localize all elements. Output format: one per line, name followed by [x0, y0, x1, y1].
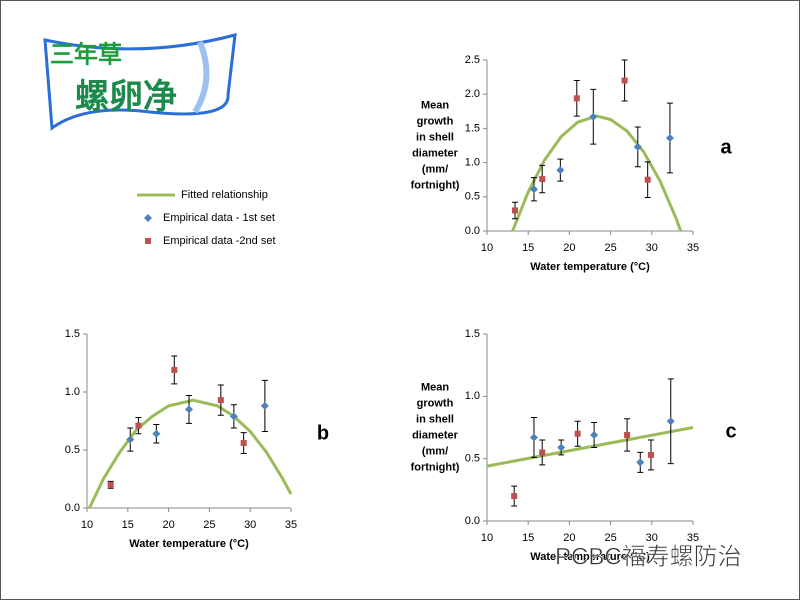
y-axis-label: diameter — [412, 147, 459, 159]
y-axis-label: diameter — [412, 429, 459, 441]
y-tick-label: 0.0 — [465, 225, 480, 237]
y-axis-label: fortnight) — [411, 461, 460, 473]
fitted-line — [486, 426, 694, 468]
x-tick-label: 20 — [563, 242, 575, 254]
logo-line1: 三年草 — [50, 40, 122, 68]
x-tick-label: 35 — [687, 532, 699, 544]
y-tick-label: 2.5 — [465, 54, 480, 66]
x-axis-label: Water temperature (°C) — [530, 261, 650, 273]
y-tick-label: 0.0 — [465, 515, 480, 527]
y-tick-label: 1.0 — [465, 390, 480, 402]
y-tick-label: 1.5 — [65, 328, 80, 340]
x-tick-label: 10 — [481, 532, 493, 544]
y-tick-label: 0.0 — [65, 502, 80, 514]
data-point — [512, 207, 519, 214]
legend-swatch — [145, 238, 151, 244]
logo-frame — [43, 32, 237, 131]
data-point — [539, 176, 546, 183]
y-axis-label: Mean — [421, 381, 449, 393]
data-point — [511, 493, 518, 500]
data-point — [107, 481, 114, 488]
y-tick-label: 1.0 — [65, 386, 80, 398]
data-point — [529, 433, 538, 442]
y-axis-label: growth — [417, 115, 454, 127]
x-tick-label: 30 — [244, 519, 256, 531]
x-axis-label: Water temperature (°C) — [530, 551, 650, 563]
x-tick-label: 25 — [203, 519, 215, 531]
legend-label: Empirical data - 1st set — [163, 212, 275, 224]
y-axis-label: in shell — [416, 131, 454, 143]
x-axis-label: Water temperature (°C) — [129, 538, 249, 550]
x-tick-label: 25 — [604, 242, 616, 254]
data-point — [152, 429, 161, 438]
data-point — [217, 397, 224, 404]
data-point — [647, 451, 654, 458]
x-tick-label: 15 — [522, 532, 534, 544]
x-tick-label: 35 — [285, 519, 297, 531]
y-axis-label: Mean — [421, 99, 449, 111]
data-point — [590, 430, 599, 439]
x-tick-label: 25 — [604, 532, 616, 544]
y-tick-label: 0.5 — [465, 453, 480, 465]
data-point — [126, 435, 135, 444]
x-tick-label: 10 — [481, 242, 493, 254]
y-axis-label: fortnight) — [411, 179, 460, 191]
data-point — [260, 401, 269, 410]
data-point — [240, 440, 247, 447]
y-tick-label: 1.5 — [465, 328, 480, 340]
x-tick-label: 15 — [122, 519, 134, 531]
legend-label: Empirical data -2nd set — [163, 235, 276, 247]
data-point — [556, 166, 565, 175]
data-point — [666, 417, 675, 426]
y-tick-label: 1.5 — [465, 122, 480, 134]
y-tick-label: 0.5 — [465, 191, 480, 203]
data-point — [644, 176, 651, 183]
x-tick-label: 30 — [646, 532, 658, 544]
data-point — [539, 449, 546, 456]
data-point — [633, 142, 642, 151]
y-tick-label: 0.5 — [65, 444, 80, 456]
panel-label: b — [317, 422, 329, 444]
fitted-line — [88, 398, 293, 509]
legend-label: Fitted relationship — [181, 189, 268, 201]
x-tick-label: 10 — [81, 519, 93, 531]
data-point — [135, 422, 142, 429]
x-tick-label: 20 — [162, 519, 174, 531]
y-axis-label: in shell — [416, 413, 454, 425]
watermark: PCBC福寿螺防治 — [555, 543, 742, 570]
data-point — [621, 77, 628, 84]
data-point — [529, 185, 538, 194]
y-tick-label: 2.0 — [465, 88, 480, 100]
y-axis-label: (mm/ — [422, 163, 448, 175]
logo-line2: 螺卵净 — [75, 78, 177, 116]
legend-swatch — [144, 214, 152, 222]
y-axis-label: (mm/ — [422, 445, 448, 457]
data-point — [636, 458, 645, 467]
x-tick-label: 30 — [646, 242, 658, 254]
x-tick-label: 35 — [687, 242, 699, 254]
y-tick-label: 1.0 — [465, 157, 480, 169]
data-point — [573, 95, 580, 102]
y-axis-label: growth — [417, 397, 454, 409]
data-point — [229, 412, 238, 421]
logo-swoosh — [192, 40, 210, 114]
panel-label: a — [720, 136, 732, 158]
data-point — [589, 112, 598, 121]
panel-label: c — [725, 420, 736, 442]
data-point — [171, 366, 178, 373]
data-point — [574, 430, 581, 437]
data-point — [557, 443, 566, 452]
data-point — [185, 405, 193, 414]
data-point — [665, 133, 674, 142]
x-tick-label: 15 — [522, 242, 534, 254]
x-tick-label: 20 — [563, 532, 575, 544]
data-point — [624, 431, 631, 438]
